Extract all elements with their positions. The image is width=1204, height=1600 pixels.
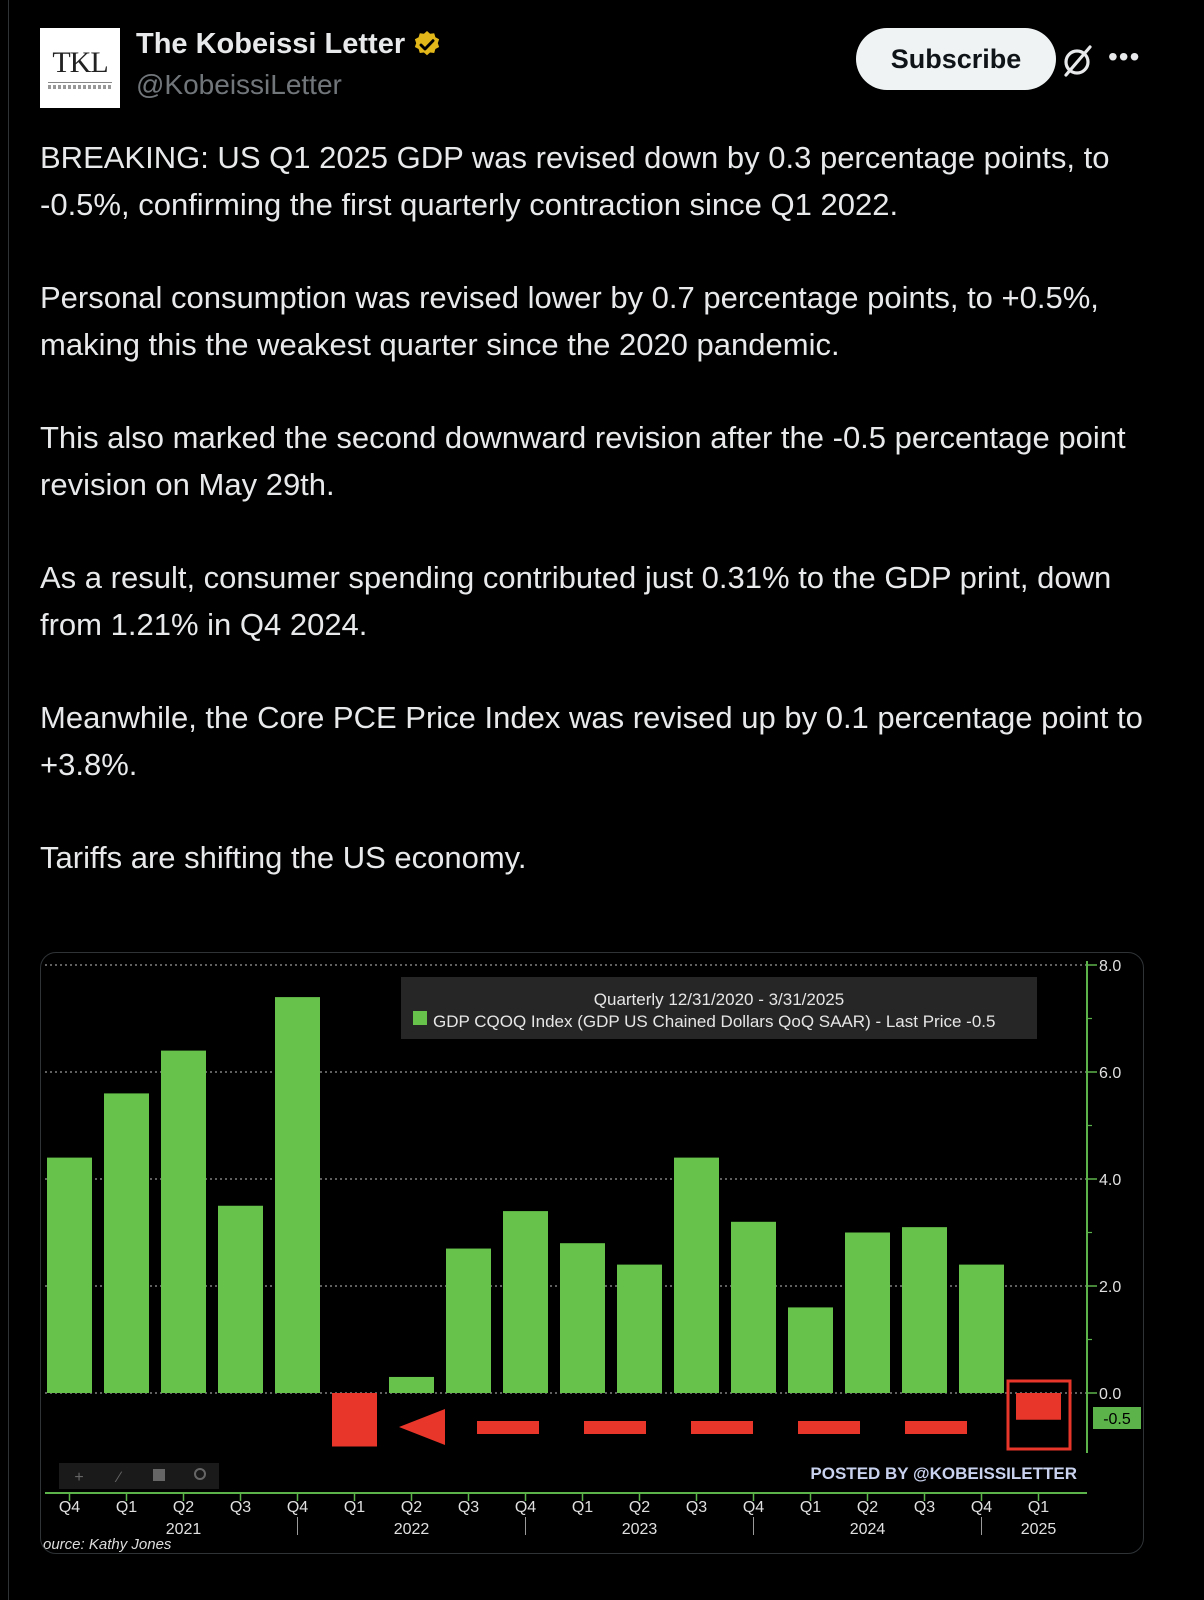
verified-badge-icon[interactable] (411, 29, 443, 61)
tweet-media-chart[interactable]: 8.0 6.0 4.0 2.0 0.0 -0.5 Quarterly 12/31/2020… (40, 952, 1144, 1554)
x-tick-label: Q2 (401, 1499, 422, 1516)
x-tick-label: Q1 (116, 1499, 137, 1516)
y-tick-label: 0.0 (1099, 1386, 1121, 1403)
y-tick-label: 4.0 (1099, 1172, 1121, 1189)
zoom-tool-icon[interactable] (194, 1468, 206, 1480)
x-year-label: 2025 (1021, 1521, 1057, 1538)
chart-bar (1016, 1393, 1061, 1420)
x-tick-label: Q2 (857, 1499, 878, 1516)
chart-bar (617, 1264, 662, 1393)
x-tick-label: Q4 (287, 1499, 308, 1516)
avatar-monogram: TKL (52, 45, 108, 79)
arrow-dash (798, 1421, 860, 1434)
x-tick-label: Q4 (971, 1499, 992, 1516)
avatar[interactable]: TKL (40, 28, 120, 108)
tweet-paragraph: Meanwhile, the Core PCE Price Index was … (40, 700, 1143, 782)
tweet-paragraph: BREAKING: US Q1 2025 GDP was revised dow… (40, 140, 1110, 222)
save-tool-icon[interactable] (153, 1469, 165, 1481)
chart-bar (47, 1157, 92, 1393)
tweet-text: BREAKING: US Q1 2025 GDP was revised dow… (40, 134, 1160, 927)
x-tick-label: Q4 (515, 1499, 536, 1516)
legend-entry: GDP CQOQ Index (GDP US Chained Dollars Q… (433, 1012, 995, 1031)
more-options-icon[interactable]: ••• (1108, 41, 1141, 72)
x-tick-label: Q1 (1028, 1499, 1049, 1516)
grok-icon[interactable] (1058, 42, 1096, 80)
arrow-head (399, 1409, 445, 1445)
x-year-label: 2023 (622, 1521, 658, 1538)
legend-title: Quarterly 12/31/2020 - 3/31/2025 (594, 990, 844, 1009)
chart-bar (902, 1227, 947, 1393)
chart-bar (104, 1093, 149, 1393)
last-bar-highlight (1006, 1379, 1072, 1451)
arrow-dash (691, 1421, 753, 1434)
chart-bar (674, 1157, 719, 1393)
last-price-tag (1093, 1407, 1141, 1429)
chart-watermark: POSTED BY @KOBEISSILETTER (810, 1464, 1077, 1483)
arrow-dash (477, 1421, 539, 1434)
x-year-label: 2022 (394, 1521, 430, 1538)
x-tick-label: Q2 (629, 1499, 650, 1516)
author-handle[interactable]: @KobeissiLetter (136, 69, 342, 100)
x-tick-label: Q4 (59, 1499, 80, 1516)
x-tick-label: Q3 (914, 1499, 935, 1516)
chart-toolbar: + ∕ (59, 1463, 219, 1489)
tweet-paragraph: Personal consumption was revised lower b… (40, 280, 1099, 362)
x-tick-label: Q3 (686, 1499, 707, 1516)
tweet-paragraph: This also marked the second downward rev… (40, 420, 1126, 502)
tweet-paragraph: As a result, consumer spending contribut… (40, 560, 1112, 642)
x-tick-label: Q3 (458, 1499, 479, 1516)
legend-swatch (413, 1011, 427, 1025)
chart-bar (332, 1393, 377, 1447)
gdp-bar-chart: 8.0 6.0 4.0 2.0 0.0 -0.5 Quarterly 12/31/2020… (43, 958, 1141, 1553)
chart-source: ource: Kathy Jones (43, 1536, 172, 1553)
y-tick-label: 6.0 (1099, 1065, 1121, 1082)
author-block: The Kobeissi Letter @KobeissiLetter (136, 28, 443, 101)
last-price-label: -0.5 (1103, 1411, 1131, 1428)
x-year-label: 2024 (850, 1521, 886, 1538)
chart-bar (389, 1376, 434, 1393)
y-tick-label: 2.0 (1099, 1279, 1121, 1296)
chart-bar (731, 1221, 776, 1393)
chart-bar (161, 1050, 206, 1393)
x-tick-label: Q3 (230, 1499, 251, 1516)
chart-bar (503, 1211, 548, 1393)
chart-bar (560, 1243, 605, 1393)
arrow-dash (584, 1421, 646, 1434)
legend-box (401, 977, 1037, 1039)
x-year-label: 2021 (166, 1521, 202, 1538)
x-tick-label: Q1 (800, 1499, 821, 1516)
chart-bar (275, 997, 320, 1393)
arrow-dash (905, 1421, 967, 1434)
x-tick-label: Q2 (173, 1499, 194, 1516)
tweet-header: TKL The Kobeissi Letter @KobeissiLetter … (40, 28, 1170, 108)
x-tick-label: Q1 (572, 1499, 593, 1516)
avatar-subtext-mark (48, 84, 112, 89)
subscribe-button[interactable]: Subscribe (856, 28, 1056, 90)
chart-bar (446, 1248, 491, 1393)
timeline-border (8, 0, 9, 1600)
y-tick-label: 8.0 (1099, 958, 1121, 975)
display-name[interactable]: The Kobeissi Letter (136, 28, 406, 60)
draw-tool-icon[interactable]: ∕ (114, 1469, 123, 1486)
avatar-rule (48, 81, 112, 83)
chart-bar (959, 1264, 1004, 1393)
name-row: The Kobeissi Letter (136, 28, 443, 61)
chart-bar (218, 1205, 263, 1393)
x-tick-label: Q4 (743, 1499, 764, 1516)
x-tick-label: Q1 (344, 1499, 365, 1516)
chart-bar (845, 1232, 890, 1393)
move-tool-icon[interactable]: + (74, 1469, 83, 1486)
chart-bar (788, 1307, 833, 1393)
tweet-paragraph: Tariffs are shifting the US economy. (40, 840, 527, 875)
